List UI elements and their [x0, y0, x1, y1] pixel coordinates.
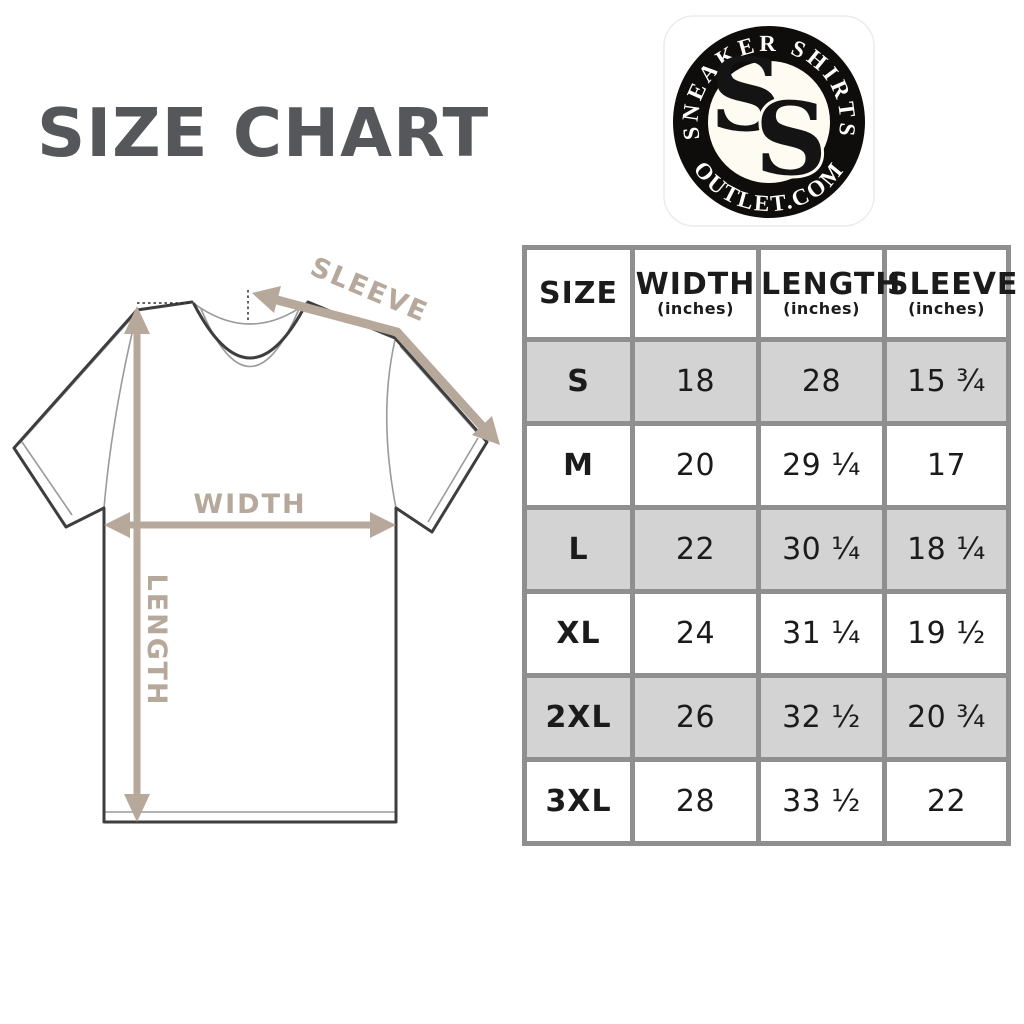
- monogram-s-back: S: [710, 36, 782, 154]
- sleeve-cell: 19 ½: [882, 589, 1011, 678]
- length-label: LENGTH: [141, 574, 172, 707]
- collar-back-line: [191, 301, 309, 325]
- column-header-width: WIDTH (inches): [630, 245, 761, 342]
- length-cell: 29 ¼: [756, 421, 887, 510]
- brand-logo: SNEAKER SHIRTS OUTLET.COM S S: [663, 15, 875, 227]
- width-cell: 20: [630, 421, 761, 510]
- size-row: XL 24 31 ¼ 19 ½: [522, 589, 1011, 678]
- right-armhole-seam: [385, 339, 397, 509]
- width-arrow: WIDTH: [104, 489, 396, 538]
- size-row: 3XL 28 33 ½ 22: [522, 757, 1011, 846]
- monogram-s-front: S: [755, 80, 827, 198]
- width-label: WIDTH: [193, 489, 306, 520]
- logo-inner-disc: [708, 61, 830, 183]
- size-cell: L: [522, 505, 635, 594]
- left-cuff-stitch: [21, 441, 73, 516]
- length-cell: 30 ¼: [756, 505, 887, 594]
- size-row: L 22 30 ¼ 18 ¼: [522, 505, 1011, 594]
- logo-monogram: S S: [710, 36, 830, 201]
- column-label: WIDTH: [635, 266, 756, 302]
- column-header-length: LENGTH (inches): [756, 245, 902, 342]
- sleeve-cell: 15 ¾: [882, 337, 1011, 426]
- guide-dotted-lines: [137, 290, 249, 323]
- tshirt-diagram: LENGTH WIDTH SLEEVE: [12, 252, 500, 824]
- collar-front-line: [192, 302, 308, 360]
- column-unit: (inches): [783, 299, 860, 319]
- size-row: S 18 28 15 ¾: [522, 337, 1011, 426]
- sleeve-arrow-head-right: [472, 416, 500, 445]
- length-arrow-head-bottom: [124, 794, 150, 822]
- tshirt-outline: [12, 300, 489, 824]
- column-unit: (inches): [908, 299, 985, 319]
- size-cell: 2XL: [522, 673, 635, 762]
- width-cell: 24: [630, 589, 761, 678]
- size-cell: 3XL: [522, 757, 635, 846]
- size-row: 2XL 26 32 ½ 20 ¾: [522, 673, 1011, 762]
- right-cuff-stitch: [427, 437, 479, 523]
- width-arrow-head-left: [104, 512, 130, 538]
- size-table-header: SIZE WIDTH (inches) LENGTH (inches) SLEEVE…: [522, 245, 1019, 342]
- left-armhole-seam: [103, 311, 138, 509]
- column-header-size: SIZE: [522, 245, 635, 342]
- shirt-body-outline: [12, 300, 489, 824]
- column-header-sleeve: SLEEVE (inches): [882, 245, 1019, 342]
- size-row: M 20 29 ¼ 17: [522, 421, 1011, 510]
- size-table-body: S 18 28 15 ¾ M 20 29 ¼ 17 L 22 30 ¼ 18 ¼…: [522, 337, 1011, 846]
- sleeve-cell: 22: [882, 757, 1011, 846]
- width-arrow-head-right: [370, 512, 396, 538]
- column-label: SLEEVE: [887, 266, 1019, 302]
- sleeve-arrow-head-left: [252, 286, 281, 313]
- size-cell: M: [522, 421, 635, 510]
- sleeve-cell: 18 ¼: [882, 505, 1011, 594]
- sleeve-arrow-shaft: [275, 295, 486, 430]
- sleeve-cell: 20 ¾: [882, 673, 1011, 762]
- width-cell: 22: [630, 505, 761, 594]
- sleeve-cell: 17: [882, 421, 1011, 510]
- length-cell: 31 ¼: [756, 589, 887, 678]
- width-cell: 26: [630, 673, 761, 762]
- size-table: SIZE WIDTH (inches) LENGTH (inches) SLEEVE…: [522, 245, 1019, 846]
- page-title: SIZE CHART: [37, 94, 490, 172]
- size-cell: XL: [522, 589, 635, 678]
- length-arrow-head-top: [124, 306, 150, 334]
- length-cell: 32 ½: [756, 673, 887, 762]
- length-arrow: LENGTH: [124, 306, 172, 822]
- length-cell: 28: [756, 337, 887, 426]
- header-row: SIZE WIDTH (inches) LENGTH (inches) SLEEVE…: [522, 245, 1019, 342]
- width-cell: 28: [630, 757, 761, 846]
- width-cell: 18: [630, 337, 761, 426]
- length-cell: 33 ½: [756, 757, 887, 846]
- column-unit: (inches): [657, 299, 734, 319]
- column-label: LENGTH: [761, 266, 902, 302]
- column-label: SIZE: [538, 275, 618, 311]
- size-cell: S: [522, 337, 635, 426]
